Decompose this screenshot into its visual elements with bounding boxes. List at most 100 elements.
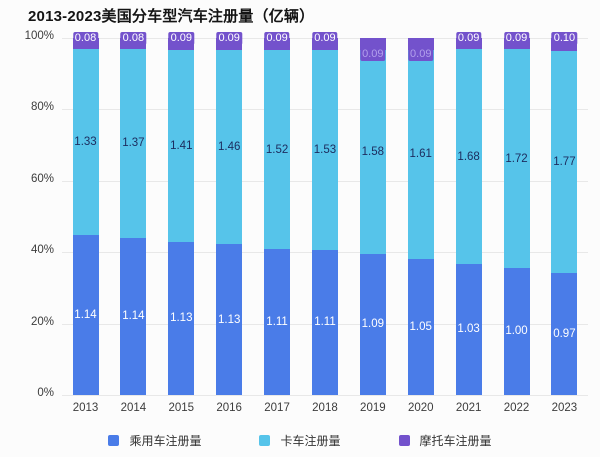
stacked-bar[interactable]: 1.52 1.11 0.09 — [264, 32, 291, 395]
truck-value-label: 1.33 — [74, 136, 97, 149]
passenger-segment[interactable]: 1.13 — [216, 244, 243, 395]
bar-column: 1.33 1.14 0.08 2013 — [62, 32, 109, 414]
bar-column: 1.68 1.03 0.09 2021 — [445, 32, 492, 414]
legend-item[interactable]: 卡车注册量 — [259, 432, 341, 449]
x-axis-label: 2014 — [120, 402, 147, 414]
passenger-segment[interactable]: 1.00 — [503, 267, 530, 395]
passenger-segment[interactable]: 1.11 — [264, 249, 291, 395]
x-axis-label: 2017 — [264, 402, 290, 414]
legend-label: 卡车注册量 — [280, 434, 341, 448]
passenger-value-label: 1.09 — [361, 318, 385, 331]
truck-value-label: 1.72 — [505, 152, 528, 165]
passenger-value-label: 1.11 — [266, 316, 288, 329]
y-axis-tick: 0% — [37, 387, 54, 399]
legend-swatch — [108, 435, 120, 446]
chart-title: 2013-2023美国分车型汽车注册量（亿辆） — [28, 8, 315, 25]
bar-column: 1.46 1.13 0.09 2016 — [206, 32, 253, 414]
truck-segment[interactable]: 1.53 — [311, 49, 338, 250]
motorcycle-value-label: 0.09 — [503, 32, 530, 45]
truck-segment[interactable]: 1.46 — [216, 49, 243, 245]
y-axis-tick: 100% — [24, 30, 54, 42]
truck-value-label: 1.68 — [457, 150, 480, 163]
motorcycle-value-label: 0.09 — [312, 32, 338, 45]
stacked-bar[interactable]: 1.41 1.13 0.09 — [168, 32, 195, 395]
motorcycle-value-label: 0.10 — [551, 32, 578, 45]
truck-value-label: 1.58 — [361, 145, 385, 158]
motorcycle-value-label: 0.08 — [72, 32, 99, 45]
x-axis-label: 2021 — [455, 402, 482, 414]
bar-column: 1.77 0.97 0.10 2023 — [541, 32, 588, 414]
stacked-bar[interactable]: 1.61 1.05 0.09 — [407, 38, 434, 395]
bar-column: 1.53 1.11 0.09 2018 — [301, 32, 348, 414]
motorcycle-segment[interactable] — [407, 38, 434, 50]
bar-column: 1.72 1.00 0.09 2022 — [493, 32, 540, 414]
passenger-value-label: 1.11 — [314, 316, 336, 329]
passenger-segment[interactable]: 1.11 — [311, 249, 338, 395]
passenger-segment[interactable]: 1.09 — [359, 254, 386, 395]
truck-segment[interactable]: 1.41 — [168, 50, 195, 242]
truck-value-label: 1.77 — [553, 155, 576, 168]
truck-segment[interactable]: 1.58 — [359, 49, 386, 254]
x-axis-label: 2018 — [312, 402, 338, 414]
stacked-bar[interactable]: 1.33 1.14 0.08 — [72, 32, 99, 395]
plot-area: 100% 80% 60% 40% 20% 0% 1.33 1.14 0.08 2013 1.37 1.… — [25, 30, 588, 414]
legend-item[interactable]: 摩托车注册量 — [398, 432, 492, 449]
passenger-value-label: 1.05 — [409, 320, 432, 333]
passenger-value-label: 1.14 — [74, 309, 97, 322]
passenger-segment[interactable]: 1.03 — [455, 263, 482, 395]
truck-segment[interactable]: 1.52 — [264, 49, 291, 250]
y-axis-tick: 20% — [30, 315, 54, 328]
motorcycle-value-label: 0.09 — [264, 32, 290, 45]
motorcycle-segment[interactable] — [359, 38, 386, 50]
bar-column: 1.41 1.13 0.09 2015 — [158, 32, 205, 414]
passenger-segment[interactable]: 1.13 — [168, 241, 195, 395]
legend-item[interactable]: 乘用车注册量 — [108, 432, 201, 449]
stacked-bar[interactable]: 1.72 1.00 0.09 — [503, 32, 530, 395]
truck-segment[interactable]: 1.72 — [503, 49, 530, 268]
passenger-value-label: 1.13 — [217, 313, 241, 326]
truck-value-label: 1.61 — [409, 148, 432, 161]
legend-label: 乘用车注册量 — [129, 434, 202, 448]
x-axis-label: 2019 — [360, 402, 386, 414]
x-axis-label: 2022 — [503, 402, 530, 414]
truck-segment[interactable]: 1.37 — [120, 49, 147, 238]
legend: 乘用车注册量 卡车注册量 摩托车注册量 — [0, 432, 600, 449]
truck-value-label: 1.41 — [170, 139, 193, 152]
bars-row: 1.33 1.14 0.08 2013 1.37 1.14 0.08 2014 1.41 1.13… — [62, 32, 588, 414]
passenger-segment[interactable]: 1.14 — [120, 237, 147, 395]
stacked-bar[interactable]: 1.68 1.03 0.09 — [455, 32, 482, 395]
passenger-segment[interactable]: 1.05 — [407, 258, 434, 395]
y-axis-tick: 40% — [30, 244, 54, 257]
x-axis-label: 2020 — [407, 402, 434, 414]
passenger-value-label: 1.14 — [122, 310, 145, 323]
truck-segment[interactable]: 1.33 — [72, 49, 99, 236]
legend-label: 摩托车注册量 — [419, 434, 492, 448]
motorcycle-value-label: 0.09 — [216, 32, 242, 45]
truck-segment[interactable]: 1.77 — [551, 50, 578, 274]
y-axis-tick: 60% — [30, 172, 54, 185]
truck-value-label: 1.53 — [313, 143, 337, 156]
x-axis-label: 2015 — [168, 402, 195, 414]
passenger-value-label: 1.13 — [170, 312, 193, 325]
truck-value-label: 1.46 — [217, 141, 241, 154]
bar-column: 1.52 1.11 0.09 2017 — [254, 32, 301, 414]
bar-column: 1.58 1.09 0.09 2019 — [349, 38, 396, 414]
stacked-bar[interactable]: 1.46 1.13 0.09 — [216, 32, 243, 395]
passenger-segment[interactable]: 1.14 — [72, 235, 99, 395]
gridline — [62, 395, 588, 396]
stacked-bar[interactable]: 1.37 1.14 0.08 — [120, 32, 147, 395]
motorcycle-value-label: 0.09 — [168, 32, 194, 45]
truck-segment[interactable]: 1.68 — [455, 49, 482, 264]
x-axis-label: 2013 — [72, 402, 99, 414]
motorcycle-value-label: 0.09 — [408, 48, 434, 61]
stacked-bar[interactable]: 1.53 1.11 0.09 — [311, 32, 338, 395]
passenger-value-label: 1.03 — [457, 323, 480, 336]
passenger-segment[interactable]: 0.97 — [551, 273, 578, 395]
stacked-bar[interactable]: 1.77 0.97 0.10 — [551, 32, 578, 395]
truck-segment[interactable]: 1.61 — [407, 49, 434, 259]
passenger-value-label: 1.00 — [505, 325, 528, 338]
passenger-value-label: 0.97 — [553, 328, 576, 340]
y-axis-tick: 80% — [30, 101, 54, 114]
stacked-bar[interactable]: 1.58 1.09 0.09 — [359, 38, 386, 395]
bar-column: 1.37 1.14 0.08 2014 — [110, 32, 157, 414]
